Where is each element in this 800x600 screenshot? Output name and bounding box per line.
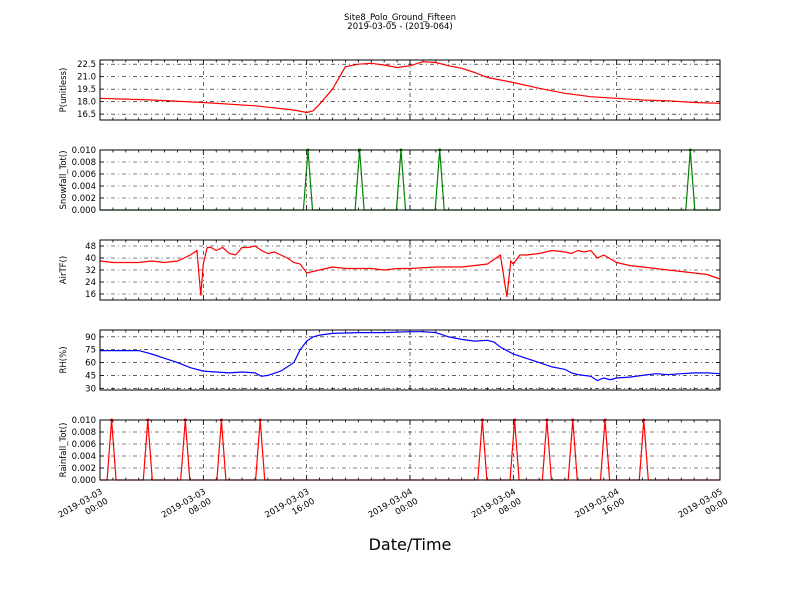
y-axis-label: AirTF() — [59, 256, 69, 284]
y-tick-label: 0.010 — [72, 146, 96, 156]
series-line — [99, 61, 721, 114]
panel-frame — [99, 59, 721, 121]
y-tick-label: 16.5 — [77, 110, 96, 120]
panel-3: 16 24 32 40 48 AirTF() — [59, 239, 721, 301]
panel-2: 0.000 0.002 0.004 0.006 0.008 0.010Snowfall_T… — [59, 146, 721, 216]
y-tick-label: 0.010 — [72, 416, 96, 426]
y-tick-label: 0.002 — [72, 194, 96, 204]
panel-5: 0.000 0.002 0.004 0.006 0.008 0.010Rainfall_T… — [59, 416, 721, 486]
y-tick-label: 0.006 — [72, 170, 96, 180]
y-tick-label: 0.004 — [72, 182, 96, 192]
y-tick-label: 60 — [85, 359, 96, 369]
panel-frame — [99, 329, 721, 391]
y-tick-label: 90 — [85, 333, 96, 343]
y-tick-label: 0.000 — [72, 476, 96, 486]
y-tick-label: 0.004 — [72, 452, 96, 462]
y-tick-label: 16 — [85, 290, 96, 300]
y-tick-label: 0.006 — [72, 440, 96, 450]
y-tick-label: 18.0 — [77, 98, 96, 108]
y-tick-label: 48 — [85, 242, 96, 252]
series-line — [100, 331, 721, 382]
series-line — [99, 245, 721, 298]
y-axis-label: Snowfall_Tot() — [59, 150, 69, 209]
y-tick-label: 32 — [85, 266, 96, 276]
panel-frame — [99, 419, 721, 481]
y-tick-label: 45 — [85, 371, 96, 381]
y-tick-label: 40 — [85, 254, 96, 264]
y-tick-label: 19.5 — [77, 85, 96, 95]
y-tick-label: 75 — [85, 346, 96, 356]
y-tick-label: 0.000 — [72, 206, 96, 216]
y-tick-label: 0.002 — [72, 464, 96, 474]
y-tick-label: 22.5 — [77, 60, 96, 70]
x-axis-label: Date/Time — [369, 535, 452, 554]
y-tick-label: 0.008 — [72, 428, 96, 438]
panel-frame — [99, 149, 721, 211]
y-axis-label: RH(%) — [59, 346, 69, 373]
chart-subtitle: 2019-03-05 - (2019-064) — [347, 22, 452, 32]
y-axis-label: Rainfall_Tot() — [59, 423, 69, 478]
chart-title: Site8_Polo_Ground_Fifteen — [344, 13, 456, 23]
panel-4: 30 45 60 75 90 RH(%) — [59, 329, 721, 394]
y-tick-label: 24 — [85, 278, 96, 288]
y-tick-label: 21.0 — [77, 73, 96, 83]
y-tick-label: 0.008 — [72, 158, 96, 168]
panels: 16.518.019.521.022.5P(unitless)0.0000.00… — [59, 59, 721, 486]
y-axis-label: P(unitless) — [59, 68, 69, 113]
panel-1: 16.5 18.0 19.5 21.0 22.5 P(unitless) — [59, 59, 721, 121]
y-tick-label: 30 — [85, 384, 96, 394]
